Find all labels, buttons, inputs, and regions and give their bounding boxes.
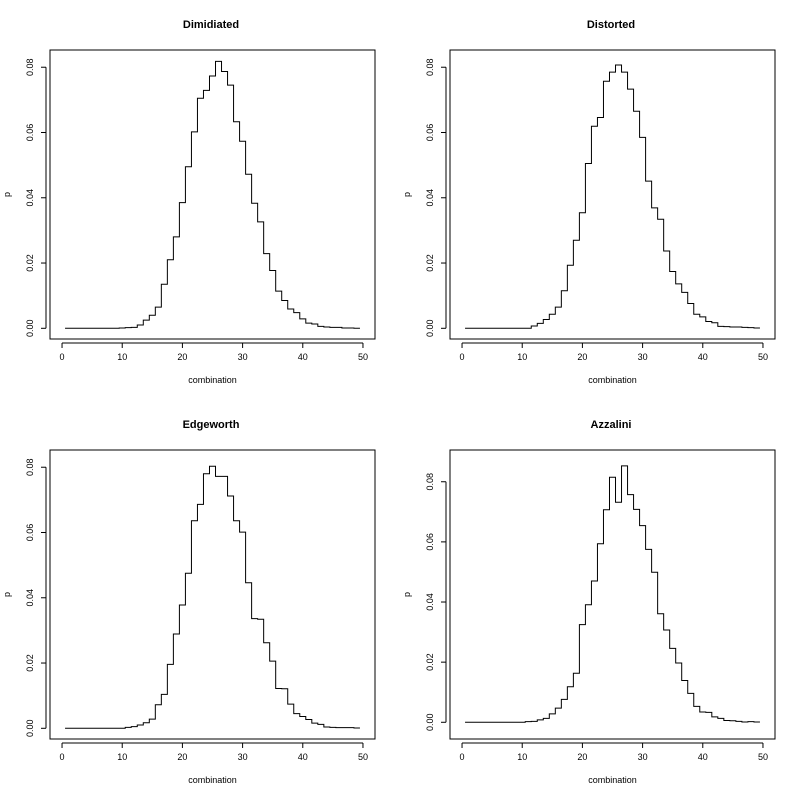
distorted-y-tick-label: 0.00 xyxy=(425,320,435,338)
azzalini-y-axis-label: p xyxy=(402,592,412,597)
edgeworth-x-tick-label: 30 xyxy=(238,752,248,762)
azzalini-y-tick-label: 0.08 xyxy=(425,473,435,491)
edgeworth-y-tick-label: 0.00 xyxy=(25,720,35,738)
azzalini-x-tick-label: 0 xyxy=(460,752,465,762)
distorted-x-tick-label: 40 xyxy=(698,352,708,362)
distorted-x-tick-label: 10 xyxy=(517,352,527,362)
edgeworth-x-tick-label: 0 xyxy=(60,752,65,762)
distorted-x-tick-label: 30 xyxy=(638,352,648,362)
distorted-title: Distorted xyxy=(587,19,635,31)
azzalini-x-tick-label: 20 xyxy=(577,752,587,762)
distorted-x-tick-label: 0 xyxy=(460,352,465,362)
edgeworth-x-tick-label: 10 xyxy=(117,752,127,762)
distorted-panel: Distorted 0 10 20 30 40 50 combination 0.00 0.02 0… xyxy=(402,19,776,385)
edgeworth-plot-box xyxy=(49,449,376,740)
dimidiated-y-tick-label: 0.00 xyxy=(25,320,35,338)
azzalini-x-tick-label: 40 xyxy=(698,752,708,762)
dimidiated-x-tick-label: 10 xyxy=(117,352,127,362)
azzalini-y-tick-label: 0.04 xyxy=(425,593,435,611)
edgeworth-title: Edgeworth xyxy=(183,419,240,431)
edgeworth-x-axis-label: combination xyxy=(188,775,237,785)
dimidiated-x-axis-label: combination xyxy=(188,375,237,385)
azzalini-panel: Azzalini 0 10 20 30 40 50 combination 0.00 0.02 0.… xyxy=(402,419,776,785)
dimidiated-x-tick-label: 40 xyxy=(298,352,308,362)
edgeworth-y-tick-label: 0.04 xyxy=(25,589,35,607)
dimidiated-x-tick-label: 30 xyxy=(238,352,248,362)
edgeworth-y-tick-label: 0.08 xyxy=(25,458,35,476)
edgeworth-x-tick-label: 50 xyxy=(358,752,368,762)
distorted-plot-box xyxy=(449,49,776,340)
distorted-y-axis-label: p xyxy=(402,192,412,197)
edgeworth-panel: Edgeworth 0 10 20 30 40 50 combination 0.00 0.02 0… xyxy=(2,419,376,785)
distorted-series-line xyxy=(465,64,760,329)
dimidiated-title: Dimidiated xyxy=(183,19,239,31)
azzalini-y-tick-label: 0.00 xyxy=(425,714,435,732)
azzalini-y-tick-label: 0.06 xyxy=(425,533,435,551)
azzalini-x-tick-label: 30 xyxy=(638,752,648,762)
edgeworth-x-tick-label: 40 xyxy=(298,752,308,762)
azzalini-title: Azzalini xyxy=(591,419,632,431)
azzalini-plot-box xyxy=(449,449,776,740)
distorted-y-tick-label: 0.04 xyxy=(425,189,435,207)
dimidiated-y-tick-label: 0.08 xyxy=(25,58,35,76)
distorted-y-tick-label: 0.08 xyxy=(425,58,435,76)
azzalini-series-line xyxy=(465,465,760,723)
dimidiated-y-tick-label: 0.06 xyxy=(25,124,35,142)
edgeworth-x-tick-label: 20 xyxy=(177,752,187,762)
panels: Dimidiated 0 10 20 30 40 50 combination 0.00 0.02… xyxy=(2,19,776,785)
edgeworth-y-tick-label: 0.02 xyxy=(25,654,35,672)
azzalini-y-tick-label: 0.02 xyxy=(425,653,435,671)
distorted-y-tick-label: 0.02 xyxy=(425,254,435,272)
azzalini-x-tick-label: 50 xyxy=(758,752,768,762)
edgeworth-y-axis-label: p xyxy=(2,592,12,597)
distorted-x-tick-label: 20 xyxy=(577,352,587,362)
dimidiated-series-line xyxy=(65,60,360,329)
azzalini-x-axis-label: combination xyxy=(588,775,637,785)
dimidiated-x-tick-label: 50 xyxy=(358,352,368,362)
dimidiated-y-tick-label: 0.04 xyxy=(25,189,35,207)
distorted-x-tick-label: 50 xyxy=(758,352,768,362)
dimidiated-x-tick-label: 20 xyxy=(177,352,187,362)
dimidiated-x-tick-label: 0 xyxy=(60,352,65,362)
dimidiated-plot-box xyxy=(49,49,376,340)
dimidiated-y-axis-label: p xyxy=(2,192,12,197)
azzalini-x-tick-label: 10 xyxy=(517,752,527,762)
distorted-x-axis-label: combination xyxy=(588,375,637,385)
edgeworth-series-line xyxy=(65,465,360,729)
dimidiated-panel: Dimidiated 0 10 20 30 40 50 combination 0.00 0.02… xyxy=(2,19,376,385)
edgeworth-y-tick-label: 0.06 xyxy=(25,524,35,542)
dimidiated-y-tick-label: 0.02 xyxy=(25,254,35,272)
distorted-y-tick-label: 0.06 xyxy=(425,124,435,142)
